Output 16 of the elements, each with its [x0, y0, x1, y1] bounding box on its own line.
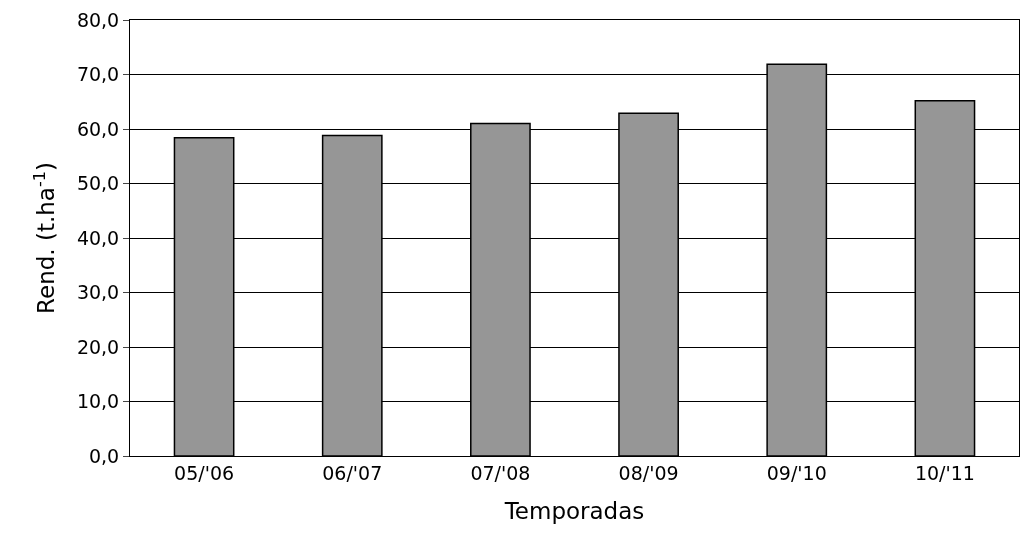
y-tick-label: 70,0 [76, 63, 120, 86]
x-tick-label: 09/'10 [766, 461, 827, 484]
y-tick-label: 40,0 [76, 226, 120, 249]
y-tick-label: 10,0 [76, 390, 120, 413]
x-tick-label: 08/'09 [618, 461, 679, 484]
x-tick-label: 06/'07 [322, 461, 383, 484]
x-tick-label: 10/'11 [914, 461, 975, 484]
y-tick-label: 0,0 [88, 444, 120, 467]
x-tick-label: 07/'08 [470, 461, 531, 484]
y-tick-label: 80,0 [76, 8, 120, 31]
y-tick-label: 50,0 [76, 172, 120, 195]
x-tick-label: 05/'06 [174, 461, 235, 484]
y-tick-label: 30,0 [76, 281, 120, 304]
y-tick-label: 20,0 [76, 335, 120, 358]
x-axis-title: Temporadas [503, 498, 645, 525]
y-tick-label: 60,0 [76, 117, 120, 140]
